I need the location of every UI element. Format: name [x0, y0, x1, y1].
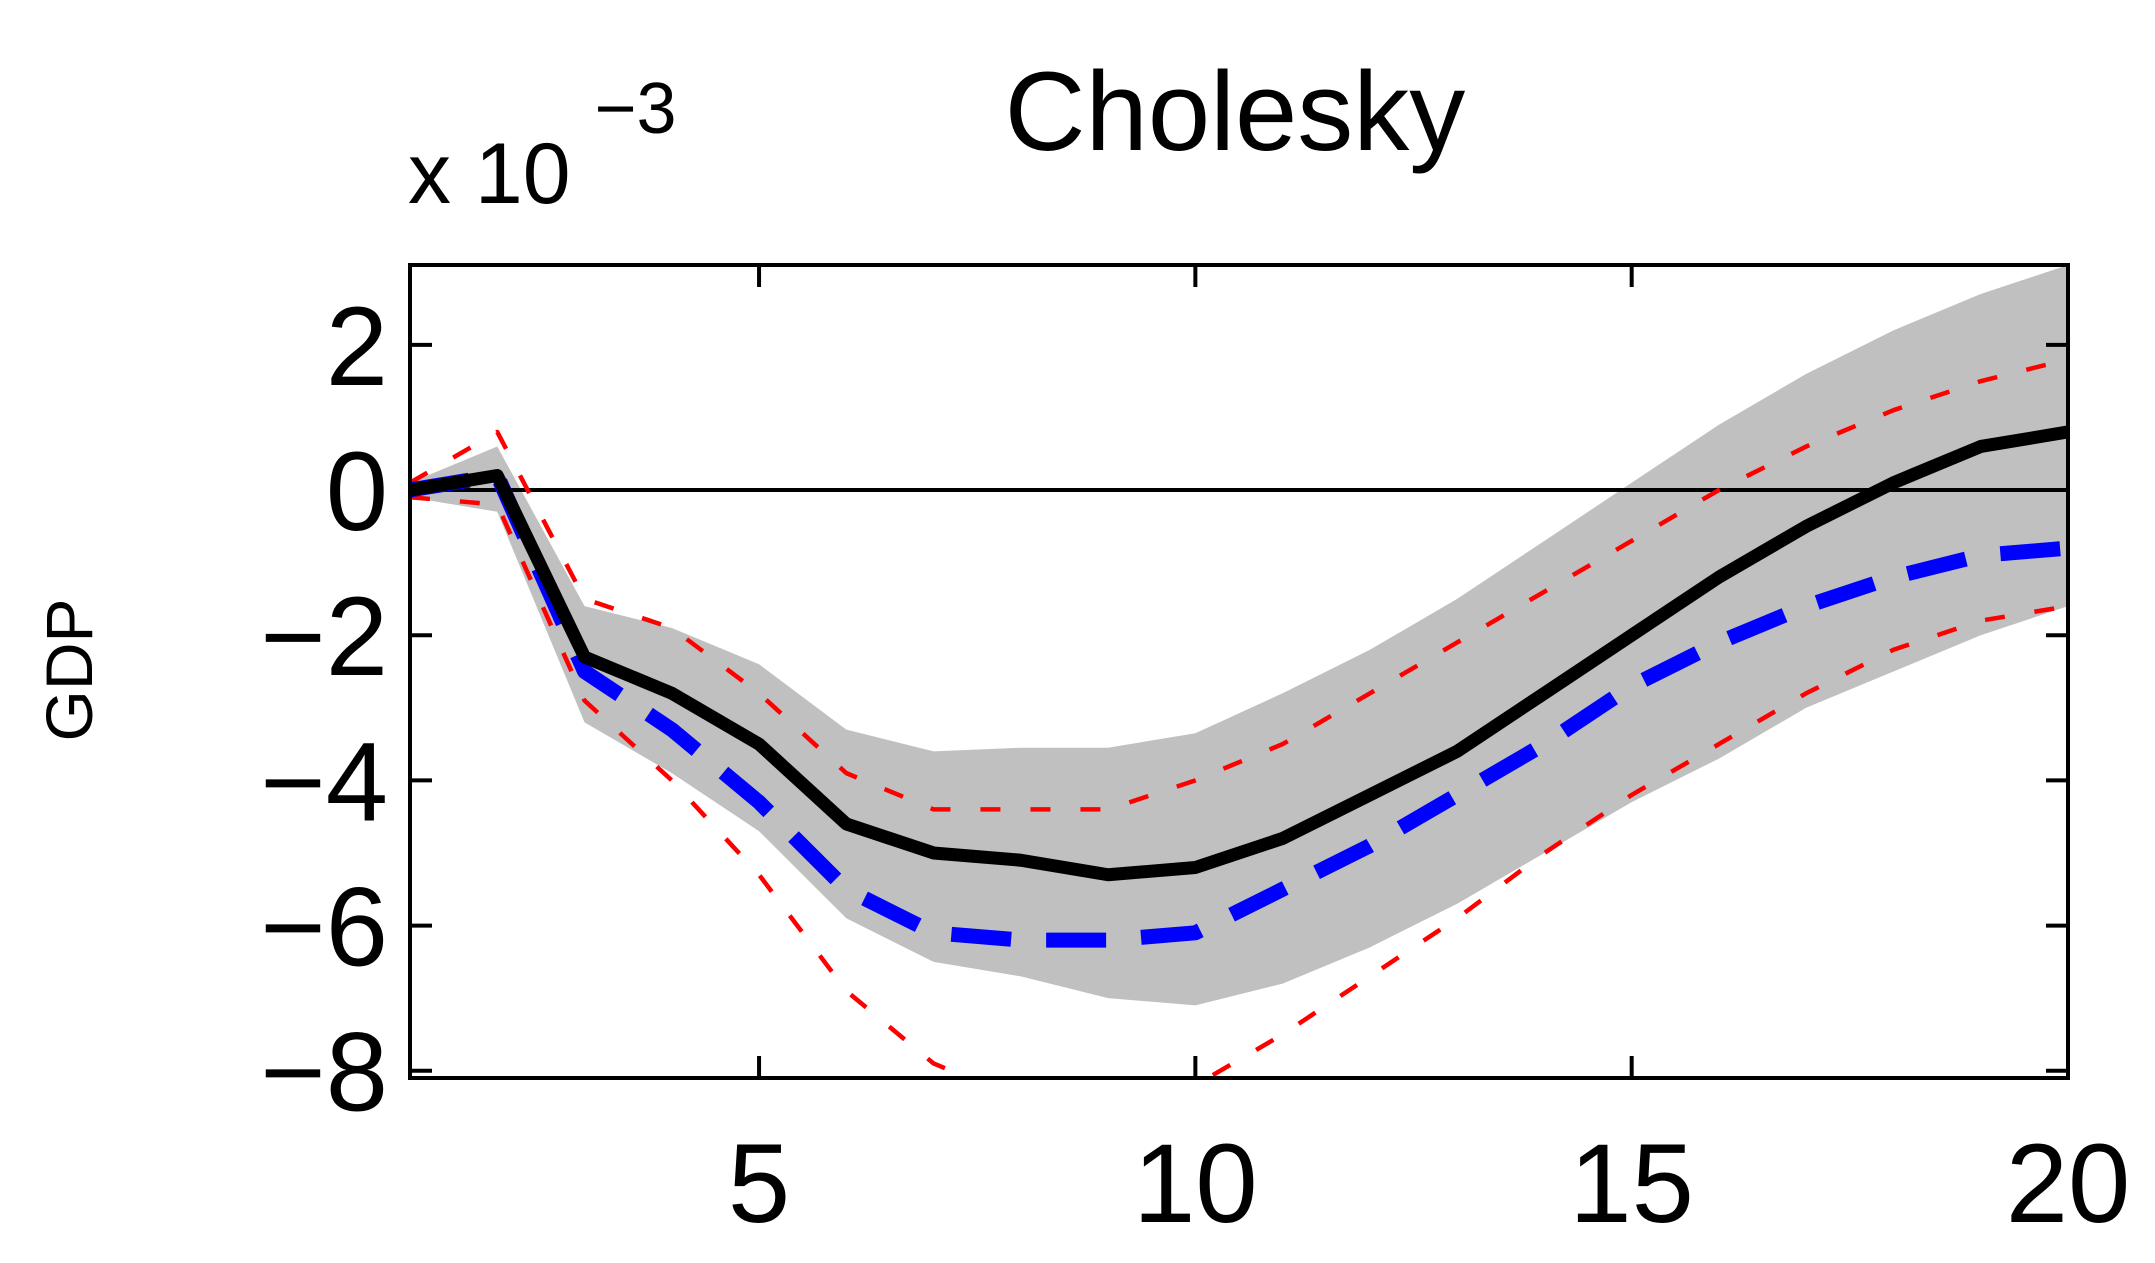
- exponent-label: x 10 −3: [408, 69, 677, 222]
- series-line-3: [410, 357, 2068, 812]
- plot-area: [410, 265, 2068, 1078]
- y-tick-label: −6: [260, 865, 388, 990]
- y-axis-label: GDP: [32, 598, 106, 741]
- chart-title: Cholesky: [1005, 49, 1466, 174]
- y-tick-label: −8: [260, 1010, 388, 1135]
- series-line-2: [410, 468, 2068, 948]
- y-tick-label: 0: [326, 429, 388, 554]
- exponent-power: −3: [594, 69, 676, 149]
- x-tick-label: 5: [728, 1121, 790, 1246]
- y-tick-label: −2: [260, 574, 388, 699]
- x-tick-label: 15: [1569, 1121, 1694, 1246]
- y-tick-label: 2: [326, 284, 388, 409]
- x-tick-label: 10: [1133, 1121, 1258, 1246]
- series-line-1: [410, 425, 2068, 882]
- confidence-band: [410, 265, 2068, 1006]
- axes-frame: [408, 263, 2070, 1080]
- y-tick-label: −4: [260, 719, 388, 844]
- exponent-base: x 10: [408, 126, 571, 222]
- x-tick-label: 20: [2006, 1121, 2131, 1246]
